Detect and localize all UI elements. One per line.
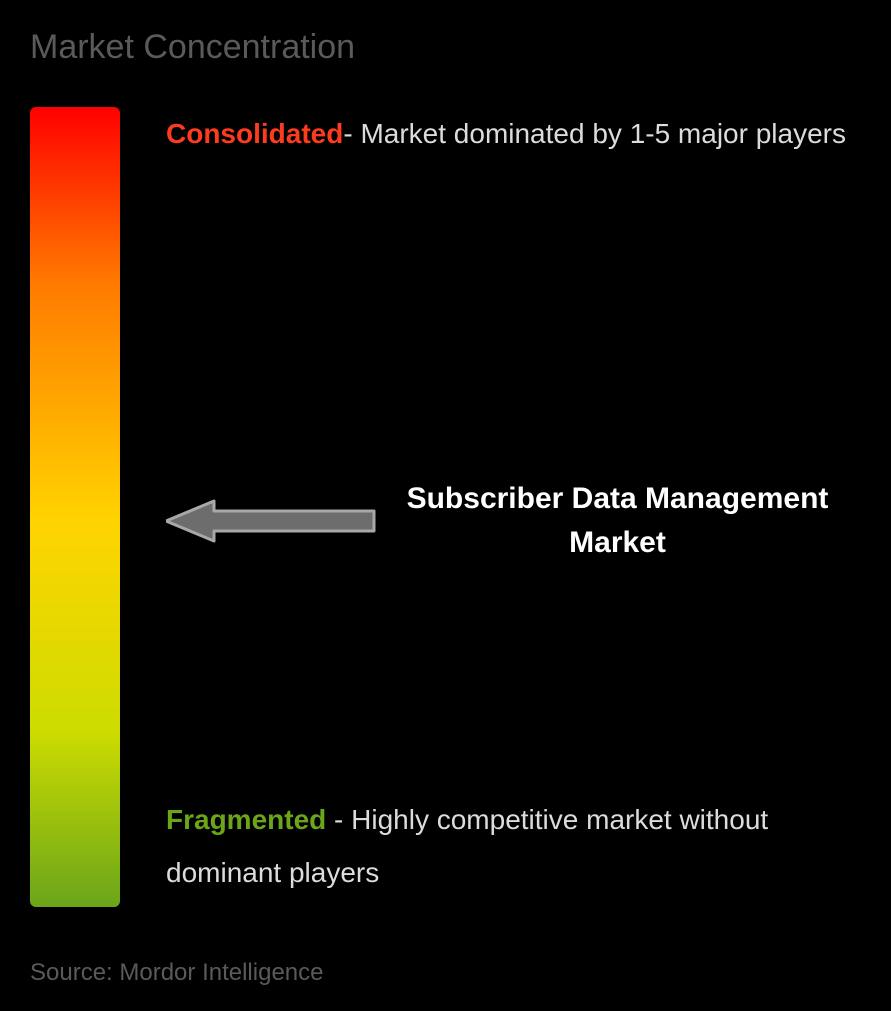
- source-attribution: Source: Mordor Intelligence: [30, 959, 323, 987]
- arrow-left-icon: [166, 499, 376, 543]
- consolidated-rest: - Market dominated by 1-5 major players: [343, 118, 846, 149]
- consolidated-lead: Consolidated: [166, 118, 343, 149]
- consolidated-block: Consolidated- Market dominated by 1-5 ma…: [166, 107, 851, 160]
- market-pointer-block: Subscriber Data Management Market: [166, 477, 851, 564]
- market-label: Subscriber Data Management Market: [404, 477, 851, 564]
- fragmented-block: Fragmented - Highly competitive market w…: [166, 793, 851, 899]
- main-area: Consolidated- Market dominated by 1-5 ma…: [30, 107, 861, 927]
- page-title: Market Concentration: [30, 28, 861, 67]
- text-column: Consolidated- Market dominated by 1-5 ma…: [166, 107, 861, 907]
- concentration-gradient-bar: [30, 107, 120, 907]
- fragmented-lead: Fragmented: [166, 804, 326, 835]
